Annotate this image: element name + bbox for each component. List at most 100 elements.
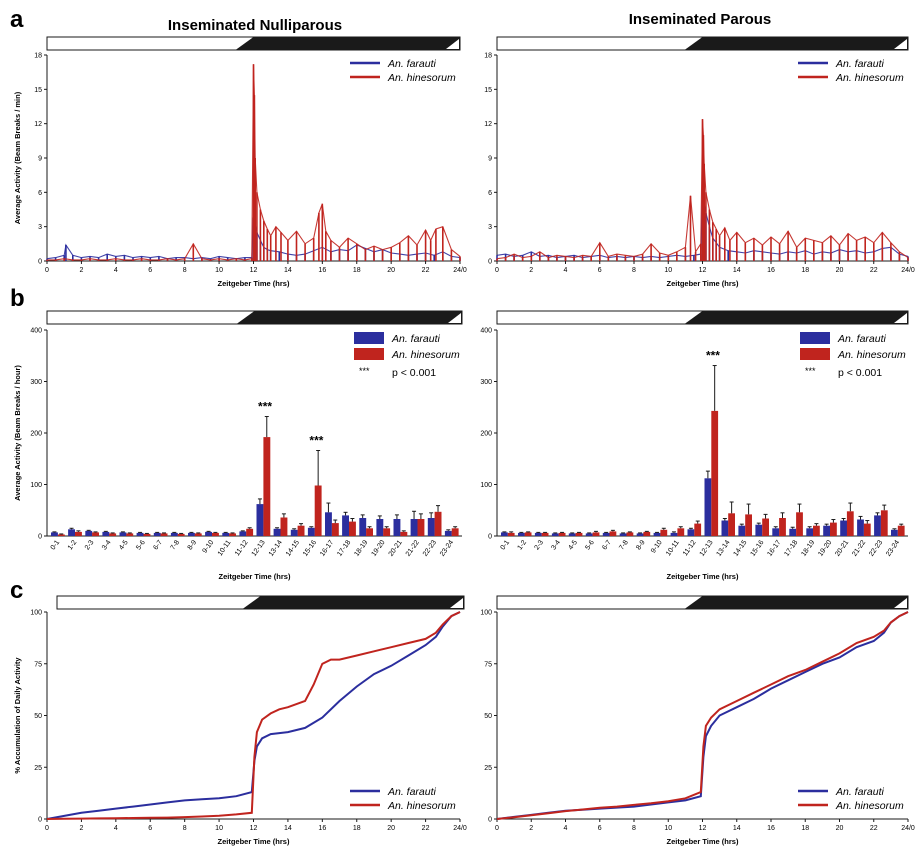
x-tick-label: 10 (664, 267, 672, 274)
bar-0 (823, 525, 830, 536)
dark-phase-shape (235, 37, 460, 50)
bar-0 (857, 519, 864, 536)
x-tick-label: 23-24 (885, 539, 901, 558)
x-axis-label: Zeitgeber Time (hrs) (667, 837, 739, 846)
series-line-1 (46, 611, 461, 820)
panel-label-c: c (10, 577, 23, 604)
bar-0 (534, 532, 542, 536)
bar-0 (85, 530, 93, 536)
y-tick-label: 0 (488, 534, 492, 541)
bar-0 (376, 519, 384, 536)
y-tick-label: 15 (34, 87, 42, 94)
bar-0 (68, 529, 75, 536)
x-tick-label: 16-17 (319, 539, 335, 558)
y-tick-label: 100 (480, 482, 492, 489)
x-tick-label: 18 (801, 825, 809, 832)
x-tick-label: 0 (495, 825, 499, 832)
bar-0 (755, 524, 763, 536)
bar-0 (188, 532, 195, 536)
chart-b-right: 0 100 200 300 400 0-1 1-2 2-3 3-4 4-5 5-6 6-7 7-8 8-9… (480, 310, 909, 581)
dawn-ramp-shape (894, 313, 907, 323)
y-tick-label: 50 (484, 713, 492, 720)
x-tick-label: 12 (250, 267, 258, 274)
bar-1 (400, 531, 408, 536)
x-axis-label: Zeitgeber Time (hrs) (667, 279, 739, 288)
bar-1 (626, 532, 634, 536)
legend-label: An. farauti (835, 58, 885, 70)
x-tick-label: 22-23 (422, 539, 438, 558)
x-tick-label: 6 (598, 825, 602, 832)
bar-1 (177, 533, 185, 536)
y-tick-label: 25 (484, 765, 492, 772)
x-tick-label: 0-1 (500, 539, 512, 551)
x-tick-label: 10 (215, 267, 223, 274)
bar-1 (728, 513, 735, 536)
bar-0 (840, 520, 847, 536)
x-tick-label: 2-3 (84, 539, 96, 551)
y-tick-label: 12 (34, 121, 42, 128)
bar-0 (772, 528, 780, 536)
x-tick-label: 3-4 (550, 539, 562, 551)
y-tick-label: 300 (30, 379, 42, 386)
x-tick-label: 15-16 (749, 539, 765, 558)
bar-1 (126, 533, 134, 536)
x-tick-label: 2 (529, 825, 533, 832)
bar-1 (796, 512, 803, 536)
bar-0 (205, 531, 212, 536)
y-tick-label: 100 (30, 482, 42, 489)
dawn-ramp-shape (450, 598, 463, 608)
x-tick-label: 20-21 (388, 539, 404, 558)
bar-1 (383, 528, 391, 536)
x-tick-label: 22-23 (868, 539, 884, 558)
chart-b-left: 0 100 200 300 400 Average Activity (Beam Brea… (13, 310, 463, 581)
dawn-ramp-shape (894, 598, 907, 608)
x-tick-label: 22 (422, 825, 430, 832)
y-tick-label: 12 (484, 121, 492, 128)
x-axis-label: Zeitgeber Time (hrs) (219, 572, 291, 581)
x-tick-label: 10 (215, 825, 223, 832)
x-tick-label: 6 (598, 267, 602, 274)
column-title-left: Inseminated Nulliparous (168, 17, 342, 34)
x-tick-label: 4-5 (118, 539, 130, 551)
bar-1 (609, 531, 617, 536)
bar-1 (694, 523, 702, 536)
x-tick-label: 17-18 (783, 539, 799, 558)
x-tick-label: 21-22 (851, 539, 867, 558)
series-line-0 (496, 200, 909, 259)
bar-0 (891, 529, 898, 536)
bar-1 (160, 533, 168, 536)
x-tick-label: 0 (45, 267, 49, 274)
x-tick-label: 2 (79, 825, 83, 832)
bar-1 (451, 528, 459, 536)
y-tick-label: 9 (488, 156, 492, 163)
x-tick-label: 7-8 (170, 539, 182, 551)
legend-swatch (800, 348, 830, 360)
x-tick-label: 24/0 (901, 267, 915, 274)
bar-1 (366, 528, 373, 536)
x-tick-label: 17-18 (336, 539, 352, 558)
x-tick-label: 6 (148, 267, 152, 274)
bar-1 (57, 534, 65, 536)
legend-label: An. hinesorum (835, 800, 904, 812)
x-tick-label: 9-10 (650, 539, 664, 555)
x-axis-label: Zeitgeber Time (hrs) (218, 837, 290, 846)
significance-legend-symbol: *** (805, 366, 816, 376)
column-title-right: Inseminated Parous (629, 11, 772, 28)
bar-1 (660, 529, 668, 536)
y-tick-label: 18 (484, 53, 492, 60)
x-tick-label: 4 (114, 267, 118, 274)
series-line-1 (47, 64, 461, 261)
bar-1 (575, 532, 583, 536)
y-tick-label: 3 (38, 224, 42, 231)
y-tick-label: 300 (480, 379, 492, 386)
bar-0 (273, 528, 281, 536)
dark-phase-shape (684, 596, 908, 609)
bar-0 (427, 518, 435, 536)
y-tick-label: 75 (484, 661, 492, 668)
x-tick-label: 10-11 (665, 539, 681, 557)
y-tick-label: 400 (30, 328, 42, 335)
bar-0 (874, 515, 881, 536)
significance-legend-symbol: *** (359, 366, 370, 376)
x-tick-label: 0 (45, 825, 49, 832)
x-tick-label: 4 (114, 825, 118, 832)
